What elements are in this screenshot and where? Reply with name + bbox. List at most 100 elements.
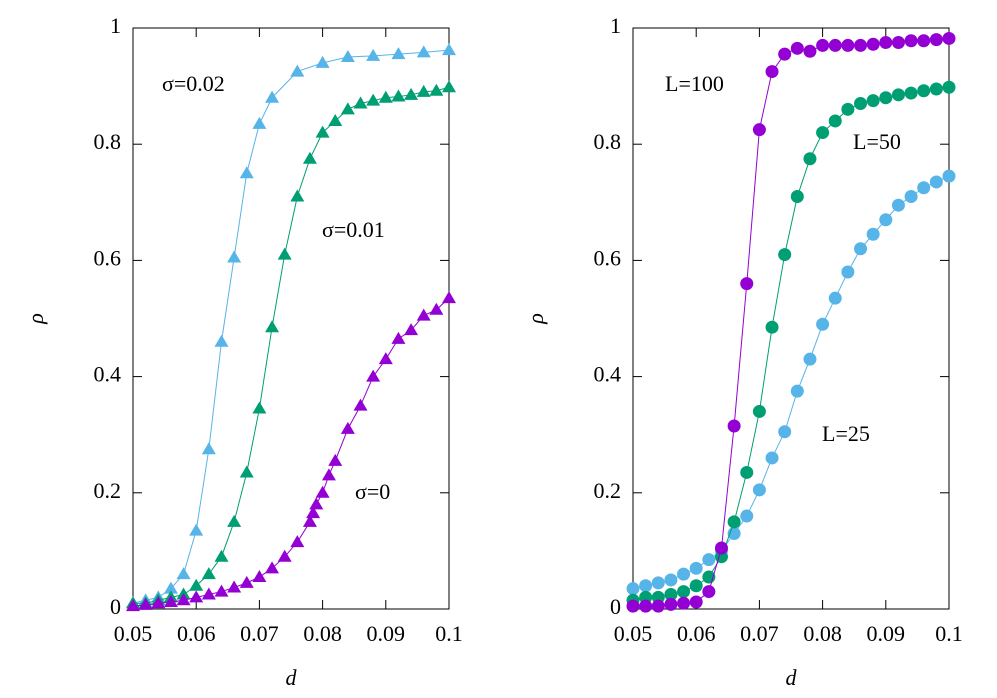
circle-marker (740, 465, 754, 479)
x-tick-label: 0.05 (114, 621, 153, 646)
triangle-marker (239, 465, 254, 478)
y-tick-label: 0.6 (594, 245, 622, 270)
x-tick-label: 0.07 (740, 621, 779, 646)
circle-marker (841, 265, 855, 279)
circle-marker (778, 248, 792, 262)
circle-marker (879, 213, 893, 227)
circle-marker (639, 599, 653, 613)
circle-marker (727, 515, 741, 529)
triangle-marker (239, 166, 254, 179)
triangle-marker (328, 453, 343, 466)
circle-marker (790, 189, 804, 203)
triangle-marker (290, 535, 305, 548)
circle-marker (677, 596, 691, 610)
triangle-marker (378, 352, 393, 365)
y-tick-label: 0 (610, 594, 621, 619)
triangle-marker (442, 43, 456, 56)
triangle-marker (252, 116, 267, 129)
x-tick-label: 0.09 (367, 621, 406, 646)
circle-marker (917, 34, 931, 48)
y-tick-label: 0.2 (94, 478, 122, 503)
circle-marker (803, 352, 817, 366)
triangle-marker (163, 595, 178, 608)
circle-marker (891, 198, 905, 212)
circle-marker (841, 102, 855, 116)
triangle-marker (442, 80, 456, 93)
triangle-marker (176, 593, 191, 606)
circle-marker (664, 587, 678, 601)
series-line (632, 175, 950, 590)
triangle-marker (321, 468, 336, 481)
triangle-marker (404, 323, 419, 336)
series-line (133, 86, 450, 604)
circle-marker (828, 291, 842, 305)
triangle-marker (290, 189, 305, 202)
triangle-marker (214, 584, 229, 597)
x-tick-label: 0.1 (935, 621, 963, 646)
triangle-marker (201, 567, 216, 580)
x-tick-label: 0.07 (240, 621, 279, 646)
triangle-marker (201, 442, 216, 455)
x-tick-label: 0.1 (435, 621, 463, 646)
triangle-marker (315, 55, 330, 68)
triangle-marker (126, 599, 140, 612)
triangle-marker (302, 514, 317, 527)
circle-marker (891, 88, 905, 102)
triangle-marker (353, 398, 368, 411)
circle-marker (702, 553, 716, 567)
triangle-marker (239, 575, 254, 588)
annotation: L=100 (665, 71, 724, 96)
circle-marker (854, 38, 868, 52)
circle-marker (803, 152, 817, 166)
y-axis-label: ρ (523, 313, 548, 325)
circle-marker (689, 595, 703, 609)
series-line (633, 37, 950, 607)
triangle-marker (151, 596, 166, 609)
triangle-marker (309, 497, 324, 510)
plot-frame (632, 27, 950, 610)
circle-marker (942, 31, 956, 45)
circle-marker (828, 38, 842, 52)
y-tick-label: 1 (110, 13, 121, 38)
circle-marker (765, 451, 779, 465)
triangle-marker (315, 485, 330, 498)
triangle-marker (176, 567, 191, 580)
triangle-marker (328, 113, 343, 126)
circle-marker (651, 599, 665, 613)
triangle-marker (189, 578, 204, 591)
x-tick-label: 0.05 (614, 621, 653, 646)
triangle-marker (302, 151, 317, 164)
circle-marker (904, 86, 918, 100)
annotation: L=25 (822, 421, 870, 446)
circle-marker (854, 242, 868, 256)
triangle-marker (391, 331, 406, 344)
triangle-marker (340, 50, 355, 63)
circle-marker (816, 317, 830, 331)
triangle-marker (366, 93, 381, 106)
triangle-marker (214, 334, 229, 347)
annotation: L=50 (853, 129, 901, 154)
triangle-marker (429, 302, 444, 315)
triangle-marker (366, 48, 381, 61)
circle-marker (917, 181, 931, 195)
circle-marker (702, 585, 716, 599)
circle-marker (765, 320, 779, 334)
x-tick-label: 0.06 (677, 621, 716, 646)
y-tick-label: 1 (610, 13, 621, 38)
circle-marker (752, 404, 766, 418)
circle-marker (677, 567, 691, 581)
x-tick-label: 0.06 (177, 621, 216, 646)
triangle-marker (252, 570, 267, 583)
triangle-marker (227, 580, 242, 593)
y-axis-label: ρ (23, 313, 48, 325)
circle-marker (879, 36, 893, 50)
triangle-marker (340, 421, 355, 434)
series-line (132, 297, 450, 607)
annotation: σ=0.01 (322, 217, 385, 242)
x-tick-label: 0.08 (303, 621, 342, 646)
circle-marker (866, 94, 880, 108)
circle-marker (752, 123, 766, 137)
circle-marker (891, 36, 905, 50)
circle-marker (816, 38, 830, 52)
